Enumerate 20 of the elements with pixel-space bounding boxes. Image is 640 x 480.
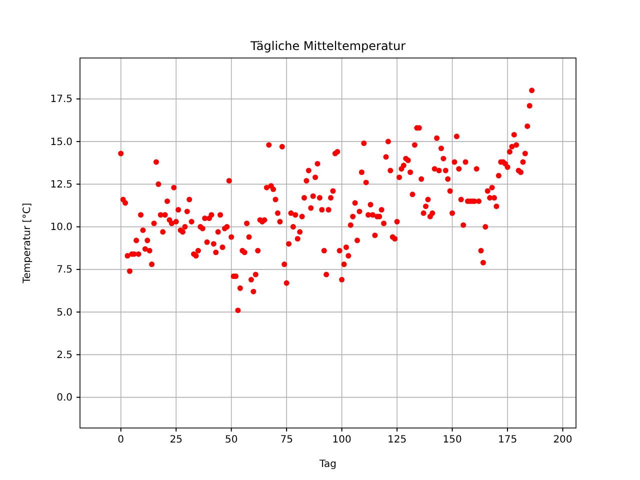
y-axis-title: Temperatur [°C] [22, 202, 33, 284]
y-tick-label: 12.5 [50, 179, 72, 190]
x-tick-label: 75 [280, 434, 293, 446]
x-axis-title: Tag [318, 459, 336, 470]
x-tick-label: 100 [332, 434, 352, 446]
y-tick-label: 5.0 [56, 307, 72, 318]
chart-title: Tägliche Mitteltemperatur [249, 39, 406, 53]
x-tick-label: 0 [118, 434, 124, 446]
x-tick-label: 175 [498, 434, 518, 446]
y-tick-label: 7.5 [56, 264, 72, 276]
y-tick-label: 17.5 [50, 94, 72, 106]
y-tick-label: 10.0 [50, 222, 72, 233]
x-tick-label: 200 [553, 434, 572, 446]
x-tick-label: 50 [224, 434, 238, 446]
x-tick-label: 150 [442, 434, 462, 446]
x-tick-label: 125 [387, 434, 407, 446]
x-tick-label: 25 [170, 434, 182, 446]
y-tick-label: 2.5 [56, 350, 72, 361]
y-tick-label: 0.0 [56, 392, 72, 404]
y-tick-label: 15.0 [50, 136, 72, 148]
